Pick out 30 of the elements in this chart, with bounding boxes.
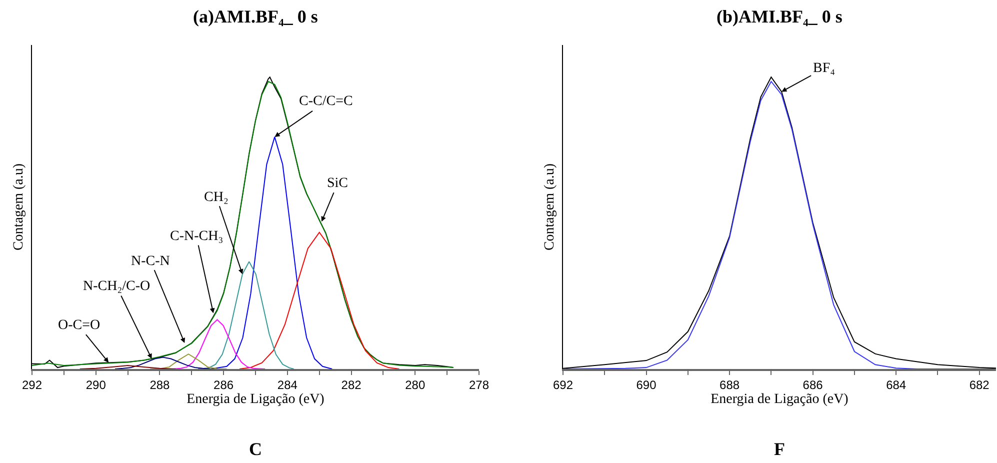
x-tick-label: 682	[969, 378, 990, 392]
x-tick-label: 684	[886, 378, 906, 392]
x-tick-label: 288	[150, 378, 170, 392]
x-tick-label: 690	[636, 378, 657, 392]
text: C	[249, 439, 262, 459]
x-tick-label: 290	[86, 378, 106, 392]
annotation: C-C/C=C	[299, 94, 353, 109]
annotation: SiC	[327, 176, 348, 191]
annotation: N-C-N	[131, 254, 170, 269]
chart-title: (a)AMI.BF₄_ 0 s	[193, 6, 318, 27]
x-tick-label: 686	[802, 378, 824, 392]
x-axis-title: Energia de Ligação (eV)	[186, 392, 325, 408]
annotation: C-N-CH₃	[170, 229, 224, 244]
x-tick-label: 286	[214, 378, 234, 392]
x-tick-label: 282	[341, 378, 362, 392]
text: F	[774, 439, 785, 459]
annotation: N-CH₂/C-O	[83, 279, 150, 294]
annotation: O-C=O	[58, 318, 100, 333]
annotation: BF₄	[813, 61, 836, 76]
y-axis-title: Contagem (a.u)	[12, 163, 27, 251]
x-tick-label: 692	[552, 378, 574, 392]
x-tick-label: 688	[720, 378, 740, 392]
x-tick-label: 280	[405, 378, 426, 392]
chart-title: (b)AMI.BF₄_ 0 s	[716, 6, 842, 27]
x-axis-title: Energia de Ligação (eV)	[710, 392, 849, 408]
x-tick-label: 292	[22, 378, 42, 392]
annotation: CH₂	[204, 190, 228, 205]
x-tick-label: 284	[277, 378, 298, 392]
x-tick-label: 278	[468, 378, 490, 392]
y-axis-title: Contagem (a.u)	[542, 163, 558, 251]
